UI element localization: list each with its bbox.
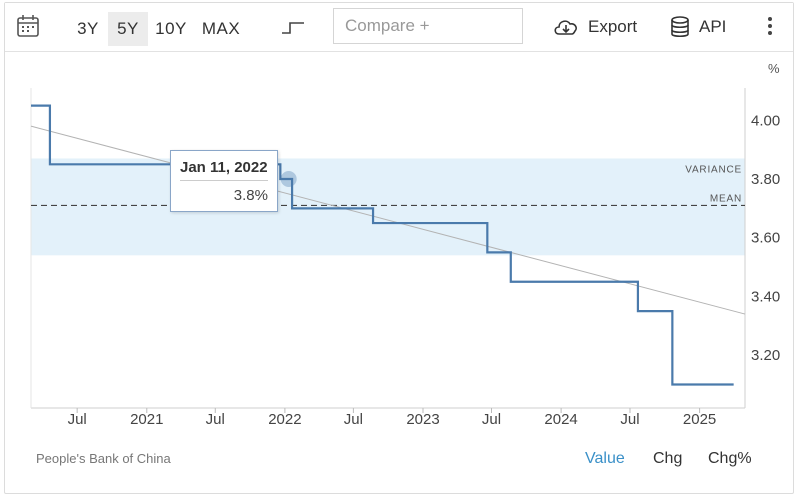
variance-label: VARIANCE: [685, 164, 742, 175]
value-view-button[interactable]: Value: [585, 450, 625, 467]
range-max-button[interactable]: MAX: [201, 19, 241, 38]
more-options-icon[interactable]: [763, 15, 777, 39]
unit-label: %: [768, 61, 780, 76]
cloud-download-icon: [554, 20, 577, 35]
chg-pct-view-button[interactable]: Chg%: [708, 450, 752, 467]
export-button[interactable]: Export: [552, 12, 637, 42]
x-tick-label: Jul: [206, 411, 225, 428]
toolbar: 3Y 5Y 10Y MAX Compare + Export API: [5, 3, 793, 52]
compare-input[interactable]: Compare +: [333, 8, 523, 44]
x-tick-label: 2024: [544, 411, 577, 428]
variance-band: [31, 158, 745, 256]
x-tick-label: 2025: [683, 411, 716, 428]
y-tick-label: 3.20: [751, 347, 780, 364]
tooltip-value: 3.8%: [233, 187, 268, 204]
database-icon: [671, 16, 689, 38]
range-10y-button[interactable]: 10Y: [155, 19, 187, 38]
api-button[interactable]: API: [669, 12, 726, 42]
x-tick-label: 2023: [406, 411, 439, 428]
export-label: Export: [588, 17, 638, 36]
chart-tooltip: Jan 11, 2022 3.8%: [170, 150, 278, 212]
step-chart-icon[interactable]: [280, 17, 308, 37]
chg-view-button[interactable]: Chg: [653, 450, 683, 467]
x-tick-label: Jul: [620, 411, 639, 428]
calendar-icon[interactable]: [15, 13, 41, 39]
x-tick-label: 2021: [130, 411, 163, 428]
tooltip-date: Jan 11, 2022: [180, 159, 268, 176]
widget-frame: [4, 2, 794, 494]
source-label: People's Bank of China: [36, 451, 171, 466]
x-tick-label: Jul: [482, 411, 501, 428]
range-5y-button[interactable]: 5Y: [108, 12, 148, 46]
range-3y-button[interactable]: 3Y: [77, 19, 99, 38]
x-tick-label: Jul: [344, 411, 363, 428]
hover-marker: [280, 171, 297, 188]
y-tick-label: 4.00: [751, 112, 780, 129]
mean-label: MEAN: [710, 193, 742, 204]
y-tick-label: 3.80: [751, 171, 780, 188]
api-label: API: [699, 17, 727, 36]
x-tick-label: Jul: [68, 411, 87, 428]
y-tick-label: 3.40: [751, 288, 780, 305]
x-tick-label: 2022: [268, 411, 301, 428]
y-tick-label: 3.60: [751, 230, 780, 247]
